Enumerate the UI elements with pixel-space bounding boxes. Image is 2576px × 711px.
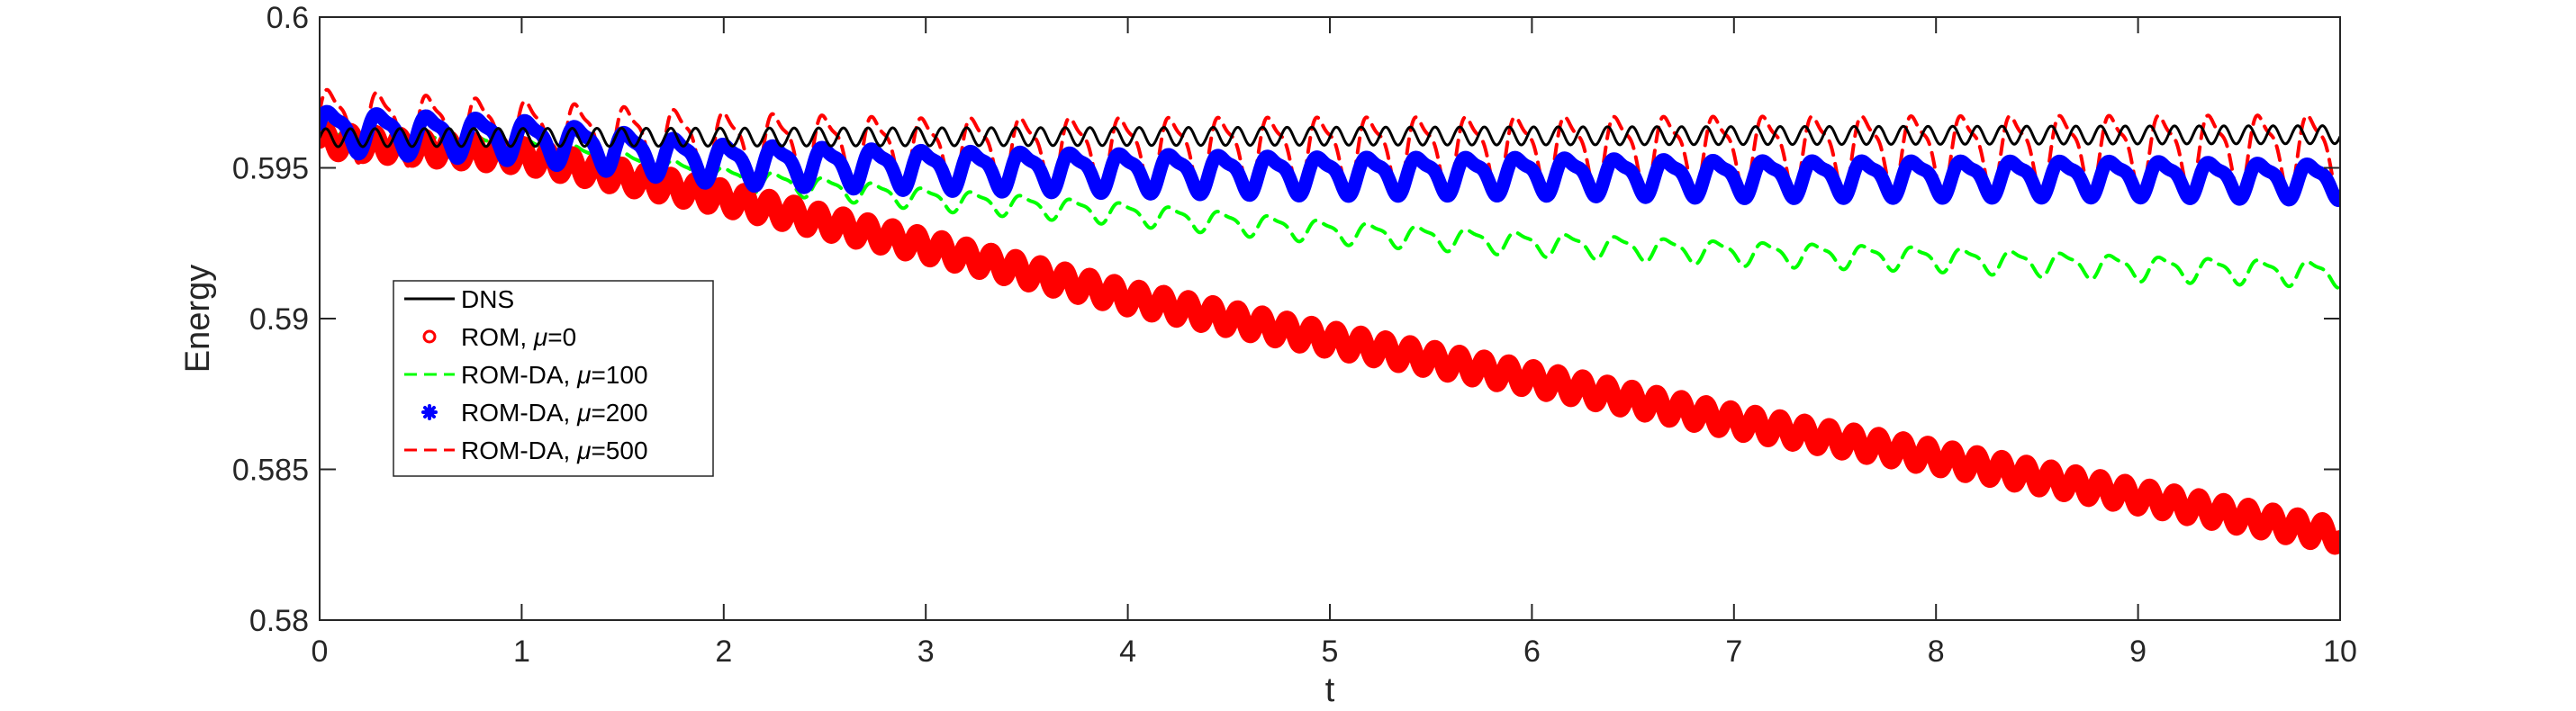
x-tick-label-1: 1: [513, 634, 530, 669]
x-tick-label-2: 2: [715, 634, 732, 669]
legend-label-romda-mu500: ROM-DA, μ=500: [461, 436, 648, 464]
legend-swatch-romda-mu200: [421, 404, 438, 420]
legend-label-romda-mu200: ROM-DA, μ=200: [461, 399, 648, 427]
x-tick-label-4: 4: [1119, 634, 1136, 669]
x-tick-label-5: 5: [1322, 634, 1339, 669]
x-tick-label-7: 7: [1725, 634, 1742, 669]
y-tick-label-4: 0.6: [267, 1, 309, 35]
series-line-3: [320, 104, 2340, 208]
x-tick-label-10: 10: [2323, 634, 2357, 669]
x-tick-label-0: 0: [312, 634, 329, 669]
series-layer: [320, 87, 2340, 555]
legend: DNS ROM, μ=0 ROM-DA, μ=100 ROM-DA, μ=200…: [393, 280, 714, 477]
legend-label-romda-mu100: ROM-DA, μ=100: [461, 361, 648, 389]
x-tick-label-6: 6: [1523, 634, 1541, 669]
ticks-layer: 0 1 2 3 4 5 6 7 8 9 10 0.58 0.585 0.59 0.595 0.6: [232, 1, 2357, 669]
x-tick-label-3: 3: [917, 634, 935, 669]
series-line-0: [320, 124, 2340, 148]
legend-label-rom-mu0: ROM, μ=0: [461, 323, 576, 351]
series-line-1: [320, 121, 2340, 555]
x-axis-label: t: [1325, 671, 1335, 709]
y-tick-label-0: 0.58: [249, 604, 309, 638]
x-tick-label-8: 8: [1928, 634, 1945, 669]
legend-swatch-rom-mu0: [422, 329, 437, 344]
legend-box: [393, 280, 714, 477]
x-tick-label-9: 9: [2129, 634, 2147, 669]
y-tick-label-1: 0.585: [232, 454, 309, 488]
y-tick-label-3: 0.595: [232, 152, 309, 186]
legend-label-dns: DNS: [461, 285, 514, 313]
y-tick-label-2: 0.59: [249, 302, 309, 337]
y-axis-label: Energy: [179, 265, 217, 373]
